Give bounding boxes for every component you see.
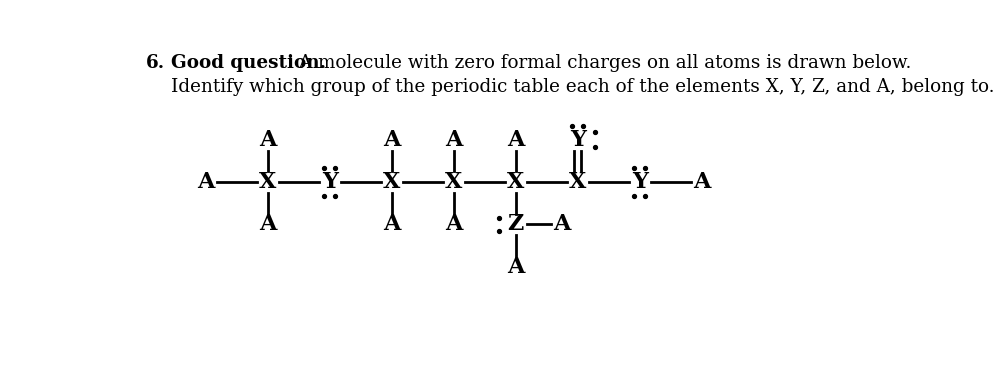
Text: A: A bbox=[553, 214, 571, 235]
Text: A: A bbox=[444, 214, 462, 235]
Text: A: A bbox=[258, 214, 276, 235]
Text: A: A bbox=[383, 129, 400, 151]
Text: A: A bbox=[258, 129, 276, 151]
Text: 6.: 6. bbox=[146, 53, 165, 71]
Text: Z: Z bbox=[507, 214, 524, 235]
Text: Y: Y bbox=[631, 171, 647, 193]
Text: X: X bbox=[383, 171, 400, 193]
Text: X: X bbox=[507, 171, 524, 193]
Text: A molecule with zero formal charges on all atoms is drawn below.: A molecule with zero formal charges on a… bbox=[293, 53, 911, 71]
Text: Y: Y bbox=[570, 129, 585, 151]
Text: A: A bbox=[444, 129, 462, 151]
Text: Identify which group of the periodic table each of the elements X, Y, Z, and A, : Identify which group of the periodic tab… bbox=[171, 78, 993, 96]
Text: X: X bbox=[258, 171, 276, 193]
Text: Good question.: Good question. bbox=[171, 53, 326, 71]
Text: X: X bbox=[569, 171, 585, 193]
Text: Y: Y bbox=[321, 171, 337, 193]
Text: A: A bbox=[507, 129, 524, 151]
Text: A: A bbox=[197, 171, 215, 193]
Text: X: X bbox=[444, 171, 462, 193]
Text: A: A bbox=[383, 214, 400, 235]
Text: A: A bbox=[693, 171, 710, 193]
Text: A: A bbox=[507, 256, 524, 278]
